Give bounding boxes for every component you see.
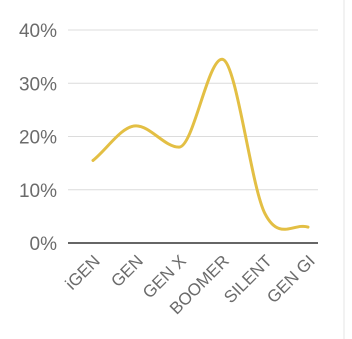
y-tick-label-20: 20%	[19, 128, 57, 149]
y-tick-label-30: 30%	[19, 74, 57, 95]
y-tick-label-0: 0%	[30, 234, 58, 255]
x-category-label-gen-gi: GEN GI	[263, 251, 319, 307]
series-line-0	[91, 57, 310, 231]
y-axis-tick-labels: 0% 10% 20% 30% 40%	[19, 21, 57, 255]
gridlines	[68, 29, 318, 244]
y-tick-label-40: 40%	[19, 21, 57, 42]
x-category-label-gen: GEN	[107, 251, 146, 290]
y-tick-label-10: 10%	[19, 181, 57, 202]
series-layer	[91, 57, 310, 231]
x-category-label-igen: iGEN	[62, 251, 104, 293]
